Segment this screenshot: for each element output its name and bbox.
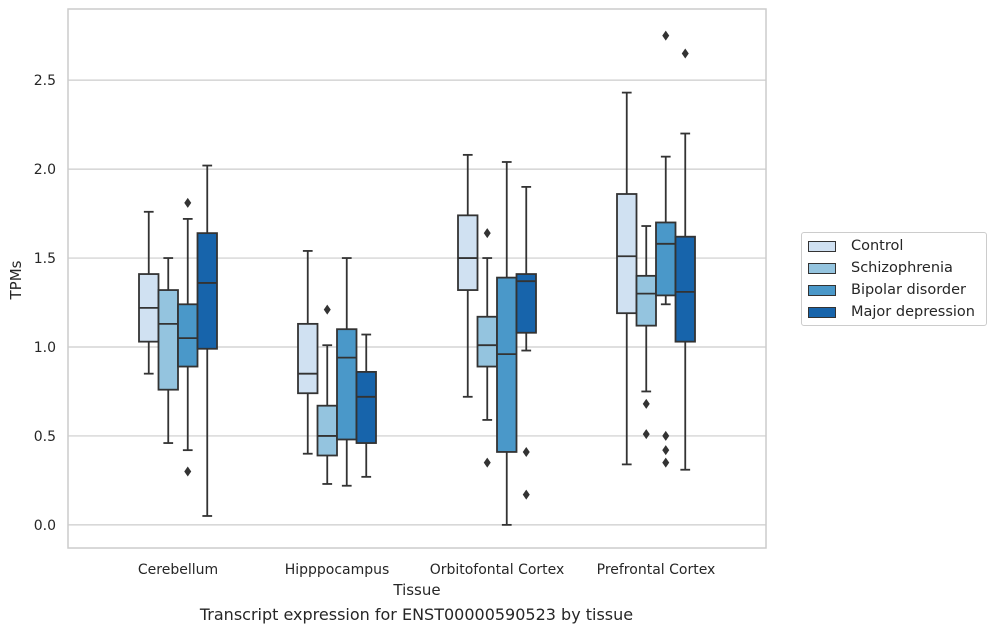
legend: Control Schizophrenia Bipolar disorder M… (801, 232, 987, 326)
legend-item-control: Control (808, 236, 903, 256)
box-iqr (496, 276, 518, 453)
box-major-depression (515, 185, 537, 500)
box-iqr (157, 289, 179, 391)
legend-item-bipolar-disorder: Bipolar disorder (808, 280, 966, 300)
box-control (138, 210, 160, 375)
legend-item-major-depression: Major depression (808, 302, 975, 322)
box-major-depression (674, 48, 696, 471)
box-bipolar-disorder (336, 257, 358, 487)
box-schizophrenia (157, 257, 179, 444)
x-tick-label: Prefrontal Cortex (597, 562, 716, 578)
y-tick-label: 2.0 (34, 162, 56, 178)
outlier-point (522, 489, 530, 500)
legend-swatch-bipolar-disorder (808, 284, 836, 296)
y-tick-label: 2.5 (34, 73, 56, 89)
x-tick-label: Cerebellum (138, 562, 218, 578)
outlier-point (662, 445, 670, 456)
outlier-point (642, 429, 650, 440)
legend-label-schizophrenia: Schizophrenia (851, 260, 953, 276)
outlier-point (323, 304, 331, 315)
box-iqr (655, 221, 677, 297)
box-control (457, 153, 479, 398)
y-tick-label: 0.5 (34, 429, 56, 445)
box-schizophrenia (316, 304, 338, 485)
box-iqr (297, 322, 319, 395)
y-tick-label: 0.0 (34, 518, 56, 534)
box-control (616, 91, 638, 466)
box-iqr (515, 273, 537, 334)
box-bipolar-disorder (496, 161, 518, 526)
box-iqr (457, 214, 479, 291)
outlier-point (662, 430, 670, 441)
box-schizophrenia (635, 225, 657, 440)
box-control (297, 250, 319, 455)
outlier-point (642, 398, 650, 409)
box-iqr (196, 232, 218, 350)
x-tick-label: Orbitofontal Cortex (430, 562, 565, 578)
box-iqr (616, 193, 638, 315)
box-groups (138, 30, 696, 526)
legend-label-major-depression: Major depression (851, 304, 975, 320)
box-iqr (177, 303, 199, 368)
box-iqr (336, 328, 358, 441)
outlier-point (681, 48, 689, 59)
legend-swatch-schizophrenia (808, 262, 836, 274)
legend-label-bipolar-disorder: Bipolar disorder (851, 282, 966, 298)
outlier-point (483, 457, 491, 468)
legend-label-control: Control (851, 238, 904, 254)
y-tick-label: 1.0 (34, 340, 56, 356)
box-major-depression (355, 333, 377, 478)
plot-area-frame (67, 8, 767, 549)
box-bipolar-disorder (177, 197, 199, 477)
box-iqr (476, 315, 498, 368)
box-iqr (674, 235, 696, 343)
legend-swatch-control (808, 240, 836, 252)
outlier-point (522, 446, 530, 457)
box-iqr (355, 370, 377, 444)
outlier-point (662, 457, 670, 468)
box-bipolar-disorder (655, 30, 677, 468)
legend-swatch-major-depression (808, 306, 836, 318)
y-tick-label: 1.5 (34, 251, 56, 267)
x-tick-label: Hipppocampus (285, 562, 390, 578)
y-axis-title: TPMs (7, 260, 25, 300)
legend-item-schizophrenia: Schizophrenia (808, 258, 953, 278)
box-iqr (316, 404, 338, 457)
x-tick-labels: Cerebellum Hipppocampus Orbitofontal Corte… (138, 562, 715, 578)
box-iqr (635, 274, 657, 327)
outlier-point (184, 466, 192, 477)
outlier-point (483, 228, 491, 239)
chart-caption: Transcript expression for ENST0000059052… (199, 605, 634, 624)
y-tick-labels: 0.0 0.5 1.0 1.5 2.0 2.5 (34, 73, 56, 534)
box-schizophrenia (476, 228, 498, 468)
outlier-point (662, 30, 670, 41)
outlier-point (184, 197, 192, 208)
box-major-depression (196, 164, 218, 517)
x-axis-title: Tissue (392, 581, 440, 599)
